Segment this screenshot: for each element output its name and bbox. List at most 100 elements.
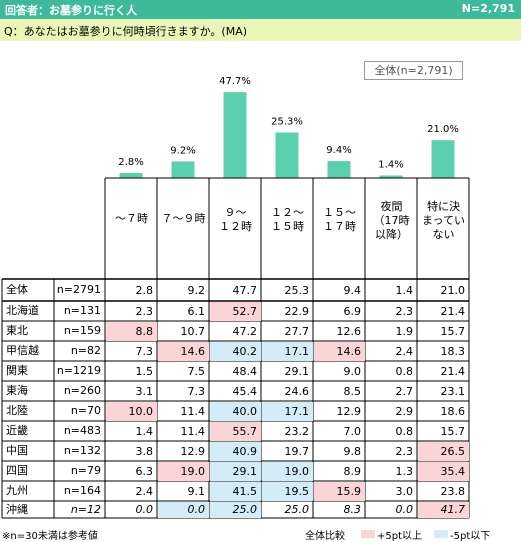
column-header-5: 夜間 （17時 以降） <box>373 200 410 241</box>
table-cell: 41.5 <box>210 482 261 501</box>
table-cell: 1.5 <box>135 365 154 378</box>
table-cell: 0.0 <box>158 502 209 518</box>
column-header-0: ～７時 <box>115 212 148 225</box>
bar-value-label-4: 9.4% <box>326 145 351 156</box>
table-cell: 15.9 <box>314 482 365 501</box>
table-cell: 1.4 <box>135 425 154 438</box>
row-region-label: 北陸 <box>6 404 28 417</box>
table-cell: 15.7 <box>440 325 466 338</box>
row-region-label: 東海 <box>6 384 28 397</box>
table-cell: 11.4 <box>180 425 206 438</box>
table-cell: 12.9 <box>180 445 206 458</box>
column-header-2: ９～ １２時 <box>219 206 252 233</box>
table-cell: 23.8 <box>440 485 466 498</box>
table-cell: 1.9 <box>395 325 414 338</box>
table-cell: 18.6 <box>440 405 466 418</box>
column-header-6: 特に決 まってい ない <box>421 200 465 241</box>
table-cell: 18.3 <box>440 345 466 358</box>
table-cell: 12.6 <box>336 325 362 338</box>
table-cell: 29.1 <box>284 365 310 378</box>
table-cell: 40.0 <box>210 402 261 421</box>
table-cell: 10.7 <box>180 325 206 338</box>
table-cell: 22.9 <box>284 305 310 318</box>
bar-0 <box>119 172 143 178</box>
header-bar: 回答者：お墓参りに行く人 N=2,791 <box>0 0 521 19</box>
table-cell: 19.0 <box>158 462 209 481</box>
bar-value-label-3: 25.3% <box>271 116 303 127</box>
row-sample-size: n=159 <box>63 324 101 337</box>
table-cell: 17.1 <box>262 402 313 421</box>
row-region-label: 甲信越 <box>6 344 39 357</box>
bar-value-label-1: 9.2% <box>170 145 195 156</box>
row-sample-size: n=483 <box>63 424 101 437</box>
compare-label: 全体比較 <box>305 531 345 542</box>
table-cell: 12.9 <box>336 405 362 418</box>
table-cell: 15.7 <box>440 425 466 438</box>
bar-6 <box>431 140 455 178</box>
row-sample-size: n=260 <box>63 384 101 397</box>
row-sample-size: n=82 <box>70 344 101 357</box>
table-cell: 9.2 <box>187 284 206 297</box>
overall-legend-box: 全体(n=2,791) <box>364 61 463 80</box>
bar-4 <box>327 161 351 178</box>
table-cell: 1.4 <box>395 284 414 297</box>
table-cell: 21.4 <box>440 305 466 318</box>
table-cell: 3.1 <box>135 385 154 398</box>
table-cell: 2.3 <box>395 305 414 318</box>
bar-value-label-2: 47.7% <box>219 76 251 87</box>
table-cell: 11.4 <box>180 405 206 418</box>
table-cell: 9.0 <box>343 365 362 378</box>
column-header-3: １２～ １５時 <box>271 206 304 233</box>
bar-value-label-0: 2.8% <box>118 157 143 168</box>
row-sample-size: n=1219 <box>56 364 101 377</box>
table-cell: 14.6 <box>158 342 209 361</box>
table-cell: 19.0 <box>262 462 313 481</box>
table-cell: 0.0 <box>135 503 154 516</box>
table-cell: 2.4 <box>135 485 154 498</box>
table-cell: 2.9 <box>395 405 414 418</box>
row-region-label: 九州 <box>6 484 28 497</box>
table-cell: 9.8 <box>343 445 362 458</box>
footnote: ※n=30未満は参考値 <box>2 531 98 542</box>
row-region-label: 中国 <box>6 444 28 457</box>
table-cell: 6.9 <box>343 305 362 318</box>
table-cell: 6.1 <box>187 305 206 318</box>
table-cell: 2.3 <box>395 445 414 458</box>
table-cell: 7.5 <box>187 365 206 378</box>
row-region-label: 東北 <box>6 324 28 337</box>
bar-2 <box>223 92 247 178</box>
table-cell: 23.2 <box>284 425 310 438</box>
table-cell: 2.8 <box>135 284 154 297</box>
high-swatch <box>361 530 375 538</box>
row-sample-size: n=164 <box>63 484 101 497</box>
low-label: -5pt以下 <box>450 531 491 542</box>
row-region-label: 関東 <box>6 364 28 377</box>
table-cell: 19.5 <box>262 482 313 501</box>
bar-1 <box>171 161 195 178</box>
bar-5 <box>379 175 403 178</box>
table-cell: 8.3 <box>343 503 362 516</box>
table-cell: 48.4 <box>232 365 258 378</box>
table-cell: 23.1 <box>440 385 466 398</box>
row-sample-size: n=2791 <box>56 283 101 296</box>
table-cell: 3.8 <box>135 445 154 458</box>
table-cell: 25.0 <box>284 503 310 516</box>
row-region-label: 四国 <box>6 464 28 477</box>
table-cell: 0.0 <box>395 503 414 516</box>
row-region-label: 北海道 <box>6 304 39 317</box>
row-sample-size: n=132 <box>63 444 101 457</box>
table-cell: 41.7 <box>418 502 469 518</box>
table-cell: 52.7 <box>210 302 261 321</box>
table-cell: 0.8 <box>395 425 414 438</box>
table-cell: 47.7 <box>232 284 258 297</box>
table-cell: 19.7 <box>284 445 310 458</box>
table-cell: 10.0 <box>106 402 157 421</box>
high-label: +5pt以上 <box>377 531 423 542</box>
table-cell: 55.7 <box>210 422 261 441</box>
row-sample-size: n=79 <box>70 464 101 477</box>
table-cell: 8.8 <box>106 322 157 341</box>
question-text: Q：あなたはお墓参りに何時頃行きますか。(MA) <box>4 25 248 38</box>
bar-value-label-6: 21.0% <box>427 124 459 135</box>
table-cell: 47.2 <box>232 325 258 338</box>
table-cell: 35.4 <box>418 462 469 481</box>
